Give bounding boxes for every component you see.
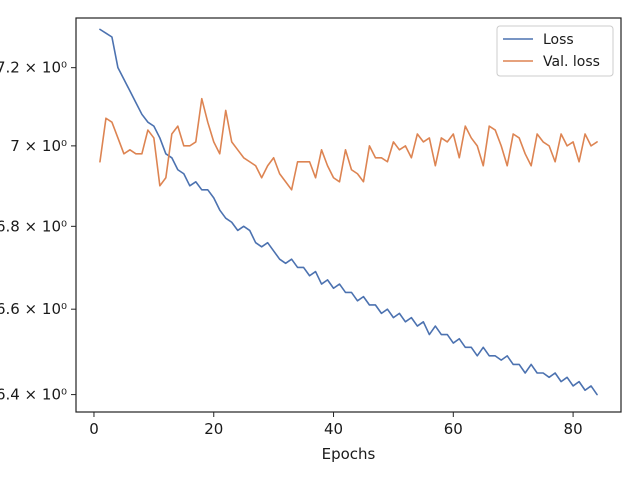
x-tick-label: 60 — [444, 420, 463, 438]
y-tick-label: 6.6 × 10⁰ — [0, 300, 67, 318]
x-axis-label: Epochs — [322, 445, 376, 463]
plot-area — [75, 17, 622, 413]
x-axis: 0 20 40 60 80 — [89, 412, 583, 438]
y-tick-label: 6.8 × 10⁰ — [0, 217, 67, 235]
series-line-loss — [99, 28, 598, 396]
y-axis: 6.4 × 10⁰ 6.6 × 10⁰ 6.8 × 10⁰ 7 × 10⁰ 7.2 × … — [0, 59, 76, 404]
x-tick-label: 40 — [324, 420, 343, 438]
plot-frame — [75, 17, 622, 413]
series-line-val-loss — [99, 97, 598, 191]
legend-label: Val. loss — [543, 54, 600, 70]
y-tick-label: 7.2 × 10⁰ — [0, 59, 67, 77]
x-tick-label: 80 — [564, 420, 583, 438]
x-tick-label: 20 — [204, 420, 223, 438]
y-tick-label: 7 × 10⁰ — [10, 137, 67, 155]
y-tick-label: 6.4 × 10⁰ — [0, 386, 67, 404]
legend-label: Loss — [543, 32, 574, 48]
legend: Loss Val. loss — [496, 25, 614, 77]
series-lines — [99, 28, 598, 396]
x-tick-label: 0 — [89, 420, 99, 438]
